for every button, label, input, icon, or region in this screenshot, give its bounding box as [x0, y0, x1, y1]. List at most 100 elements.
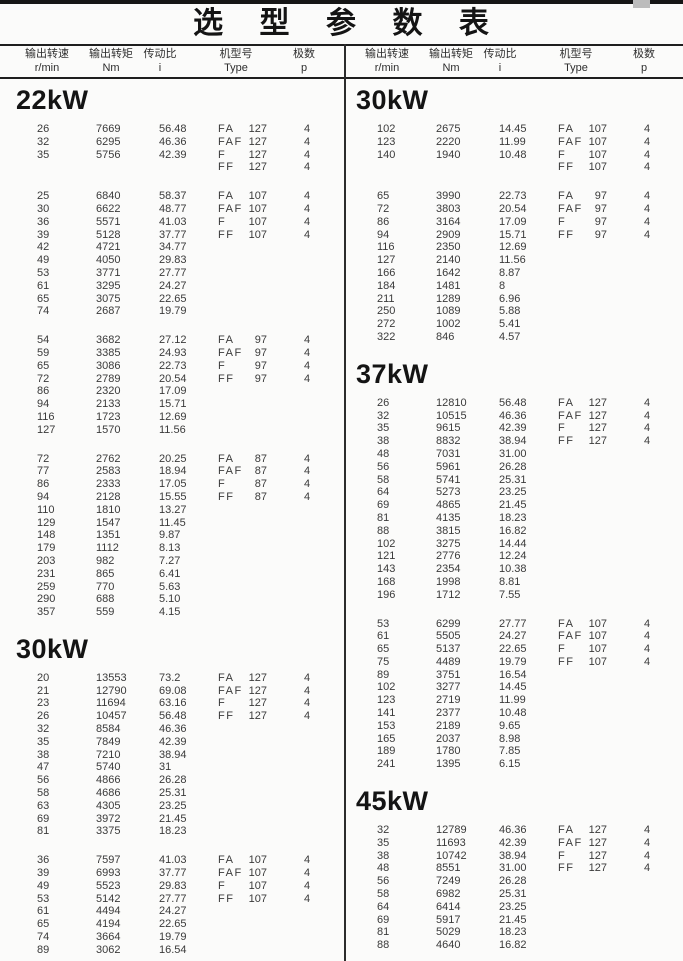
ratio-cell: 27.77: [499, 617, 527, 630]
ratio-group: 26 7669 56.48 FA 127 4 32 6295 46.36 FAF 127 4 35 575…: [0, 123, 343, 174]
table-row: 53 6299 27.77 FA 107 4: [340, 618, 683, 631]
ratio-cell: 12.24: [499, 550, 527, 563]
speed-cell: 30: [37, 202, 50, 215]
table-row: 26 7669 56.48 FA 127 4: [0, 123, 343, 136]
poles-cell: 4: [643, 435, 651, 448]
header-divider: [0, 77, 683, 79]
ratio-cell: 22.73: [159, 359, 187, 372]
ratio-cell: 25.31: [159, 787, 187, 800]
column-header-speed: 输出转速 r/min: [354, 47, 420, 75]
speed-cell: 56: [377, 460, 390, 473]
ratio-cell: 56.48: [159, 710, 187, 723]
poles-cell: 4: [303, 697, 311, 710]
table-row: 26 10457 56.48 FF 127 4: [0, 710, 343, 723]
power-section: 30kW 20 13553 73.2 FA 127 4 21 12790 69.08 FAF 127 4…: [0, 635, 343, 957]
torque-cell: 3385: [96, 346, 121, 359]
type-cell: FF 87: [218, 491, 267, 504]
ratio-cell: 31: [159, 761, 172, 774]
ratio-cell: 4.15: [159, 606, 181, 619]
table-row: 20 13553 73.2 FA 127 4: [0, 672, 343, 685]
speed-cell: 123: [377, 135, 396, 148]
speed-cell: 357: [37, 606, 56, 619]
table-row: 42 4721 34.77: [0, 241, 343, 254]
torque-cell: 11693: [436, 836, 466, 849]
torque-cell: 5523: [96, 879, 121, 892]
type-size: 107: [248, 854, 267, 867]
speed-cell: 143: [377, 563, 396, 576]
table-row: 189 1780 7.85: [340, 745, 683, 758]
table-row: 179 1112 8.13: [0, 542, 343, 555]
table-row: 81 3375 18.23: [0, 825, 343, 838]
torque-cell: 8551: [436, 862, 461, 875]
ratio-cell: 22.65: [159, 918, 187, 931]
table-row: 86 2333 17.05 F 87 4: [0, 478, 343, 491]
title-divider: [0, 44, 683, 46]
speed-cell: 322: [377, 330, 396, 343]
table-row: 32 12789 46.36 FA 127 4: [340, 824, 683, 837]
ratio-group: 32 12789 46.36 FA 127 4 35 11693 42.39 FAF 127 4 38 1…: [340, 824, 683, 952]
torque-cell: 1940: [436, 148, 461, 161]
type-cell: FAF 127: [558, 410, 607, 423]
type-size: 127: [588, 836, 607, 849]
type-size: 87: [254, 465, 267, 478]
speed-cell: 77: [37, 465, 50, 478]
ratio-cell: 37.77: [159, 228, 187, 241]
torque-cell: 2776: [436, 550, 461, 563]
type-prefix: FA: [218, 123, 235, 135]
table-row: 65 4194 22.65: [0, 918, 343, 931]
ratio-group: 72 2762 20.25 FA 87 4 77 2583 18.94 FAF 87 4 86 2333 1…: [0, 453, 343, 619]
speed-cell: 32: [37, 723, 50, 736]
ratio-cell: 23.25: [499, 900, 527, 913]
ratio-group: 25 6840 58.37 FA 107 4 30 6622 48.77 FAF 107 4 36 557…: [0, 190, 343, 318]
type-prefix: FA: [558, 396, 575, 409]
speed-cell: 69: [37, 812, 50, 825]
type-cell: FA 97: [558, 190, 607, 203]
speed-cell: 65: [377, 643, 390, 656]
poles-cell: 4: [303, 228, 311, 241]
speed-cell: 58: [37, 787, 50, 800]
ratio-cell: 69.08: [159, 684, 187, 697]
type-prefix: FAF: [218, 465, 243, 478]
torque-cell: 5740: [96, 761, 121, 774]
type-prefix: F: [218, 215, 227, 228]
speed-cell: 88: [377, 524, 390, 537]
torque-cell: 982: [96, 554, 115, 567]
ratio-cell: 5.88: [499, 305, 521, 318]
poles-cell: 4: [643, 228, 651, 241]
torque-cell: 4489: [436, 655, 461, 668]
torque-cell: 7031: [436, 447, 461, 460]
speed-cell: 23: [37, 697, 50, 710]
torque-cell: 4494: [96, 905, 121, 918]
table-row: 59 3385 24.93 FAF 97 4: [0, 347, 343, 360]
torque-cell: 3972: [96, 812, 121, 825]
table-row: 23 11694 63.16 F 127 4: [0, 697, 343, 710]
table-row: 56 7249 26.28: [340, 875, 683, 888]
column-header-poles-zh: 极数: [293, 48, 315, 60]
type-prefix: FA: [558, 123, 575, 135]
torque-cell: 1112: [96, 542, 119, 555]
type-size: 107: [588, 630, 607, 643]
table-row: 53 3771 27.77: [0, 267, 343, 280]
type-prefix: FA: [558, 824, 575, 837]
speed-cell: 75: [377, 655, 390, 668]
torque-cell: 3295: [96, 279, 121, 292]
type-prefix: F: [558, 148, 567, 161]
poles-cell: 4: [303, 135, 311, 148]
speed-cell: 69: [377, 499, 390, 512]
speed-cell: 89: [37, 943, 50, 956]
column-header-poles-unit: p: [300, 62, 308, 74]
ratio-cell: 73.2: [159, 671, 181, 684]
type-cell: F 107: [558, 149, 607, 162]
table-row: 64 6414 23.25: [340, 901, 683, 914]
ratio-cell: 24.93: [159, 346, 187, 359]
torque-cell: 6622: [96, 202, 121, 215]
type-prefix: FAF: [218, 346, 243, 359]
ratio-cell: 20.54: [159, 372, 187, 385]
torque-cell: 2789: [96, 372, 121, 385]
torque-cell: 11694: [96, 697, 126, 710]
speed-cell: 54: [37, 334, 50, 347]
type-cell: FA 127: [558, 397, 607, 410]
ratio-cell: 58.37: [159, 190, 187, 203]
ratio-cell: 12.69: [499, 241, 527, 254]
